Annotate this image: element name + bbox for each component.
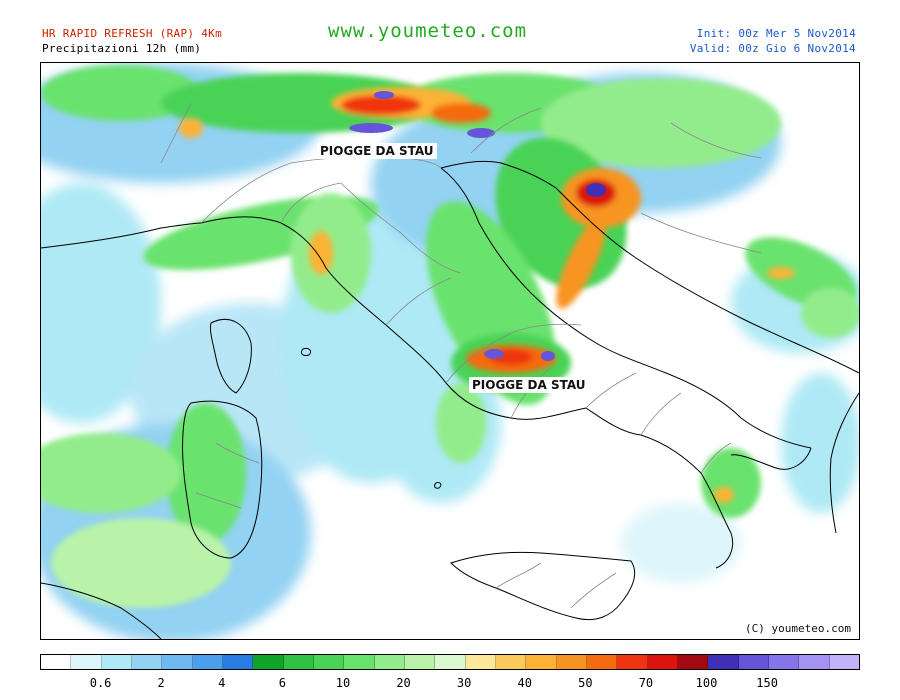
site-url[interactable]: www.youmeteo.com [328, 20, 528, 42]
legend-swatch [313, 655, 345, 669]
precipitation-map: PIOGGE DA STAU PIOGGE DA STAU (C) youmet… [40, 62, 860, 640]
legend-tick-label: 4 [218, 676, 226, 690]
legend-swatch [41, 655, 72, 669]
precip-extreme-cores [349, 91, 606, 361]
legend-swatch [829, 655, 859, 669]
legend-tick-label: 10 [335, 676, 351, 690]
map-annotation-south: PIOGGE DA STAU [469, 377, 589, 393]
legend-swatch [465, 655, 496, 669]
copyright-label: (C) youmeteo.com [743, 622, 853, 635]
legend-tick-label: 30 [456, 676, 472, 690]
legend-swatch [799, 655, 830, 669]
legend-swatch [253, 655, 284, 669]
legend-tick-label: 6 [278, 676, 286, 690]
legend-tick-label: 0.6 [89, 676, 112, 690]
legend-tick-label: 20 [396, 676, 411, 690]
legend-swatch [344, 655, 375, 669]
legend-tick-label: 100 [695, 676, 718, 690]
legend-tick-label: 150 [756, 676, 778, 690]
legend-swatch [404, 655, 436, 669]
legend-swatch [131, 655, 163, 669]
map-canvas [41, 63, 859, 639]
variable-title: Precipitazioni 12h (mm) [42, 42, 202, 55]
legend-tick-label: 70 [638, 676, 654, 690]
init-time: Init: 00z Mer 5 Nov2014 [696, 27, 856, 40]
legend-swatch [708, 655, 739, 669]
legend-swatch [738, 655, 769, 669]
legend-swatch [435, 655, 466, 669]
color-scale-bar [40, 654, 860, 670]
color-scale-labels: 0.6 2 4 6 10 20 30 40 50 70 100 150 [40, 676, 860, 692]
legend-swatch [101, 655, 132, 669]
legend-swatch [495, 655, 527, 669]
legend-tick-label: 50 [578, 676, 593, 690]
legend-swatch [192, 655, 223, 669]
coastlines [41, 160, 859, 639]
valid-time: Valid: 00z Gio 6 Nov2014 [689, 42, 856, 55]
model-title: HR RAPID REFRESH (RAP) 4Km [42, 27, 222, 40]
legend-swatch [556, 655, 587, 669]
legend-swatch [283, 655, 314, 669]
legend-swatch [768, 655, 800, 669]
legend-tick-label: 40 [517, 676, 532, 690]
legend-swatch [526, 655, 557, 669]
legend-swatch [586, 655, 618, 669]
legend-swatch [162, 655, 193, 669]
legend-swatch [222, 655, 254, 669]
legend-tick-label: 2 [157, 676, 165, 690]
legend-swatch [71, 655, 102, 669]
map-annotation-north: PIOGGE DA STAU [317, 143, 437, 159]
legend-swatch [647, 655, 678, 669]
legend-swatch [374, 655, 405, 669]
legend-swatch [617, 655, 648, 669]
legend-swatch [677, 655, 709, 669]
